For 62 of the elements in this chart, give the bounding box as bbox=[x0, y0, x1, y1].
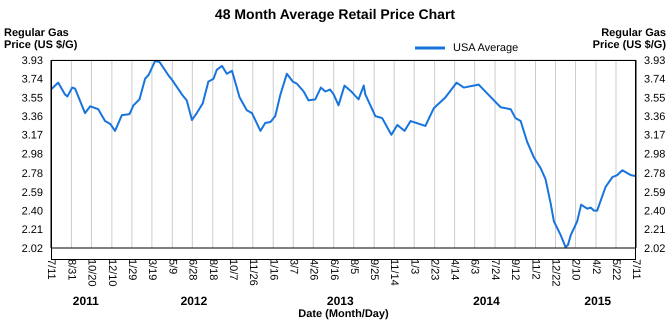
y-tick-label: 3.36 bbox=[22, 111, 43, 124]
y2-axis-title: Regular Gas Price (US $/G) bbox=[592, 27, 666, 51]
x-tick-label: 4/26 bbox=[307, 259, 320, 280]
x-tick-label: 3/7 bbox=[287, 259, 300, 274]
legend-label: USA Average bbox=[453, 42, 518, 54]
y-tick-label: 2.98 bbox=[22, 148, 43, 160]
x-tick-label: 5/9 bbox=[166, 259, 178, 274]
x-tick-label: 8/18 bbox=[206, 259, 219, 280]
y-tick-label: 2.59 bbox=[22, 186, 43, 199]
y2-tick-label: 3.17 bbox=[644, 130, 666, 142]
chart-title: 48 Month Average Retail Price Chart bbox=[214, 6, 456, 22]
x-tick-label: 7/11 bbox=[45, 259, 58, 280]
x-tick-label: 8/31 bbox=[66, 259, 78, 280]
x-tick-label: 12/22 bbox=[550, 259, 562, 287]
y2-tick-label: 2.02 bbox=[644, 242, 666, 255]
y2-tick-label: 3.36 bbox=[644, 111, 666, 124]
x-tick-label: 5/22 bbox=[610, 259, 622, 280]
y2-tick-label: 2.59 bbox=[644, 186, 666, 199]
x-tick-label: 4/14 bbox=[448, 259, 461, 280]
y-tick-label: 3.55 bbox=[22, 92, 43, 104]
x-tick-label: 1/29 bbox=[126, 259, 138, 280]
x-tick-label: 11/14 bbox=[388, 259, 400, 286]
text: 2014 bbox=[472, 294, 501, 308]
x-tick-label: 3/19 bbox=[146, 259, 158, 280]
text: 2011 bbox=[72, 294, 100, 308]
x-tick-label: 6/16 bbox=[328, 259, 340, 280]
y2-tick-label: 3.74 bbox=[644, 74, 666, 86]
x-tick-label: 7/24 bbox=[489, 259, 502, 280]
x-tick-label: 9/25 bbox=[368, 259, 380, 280]
y2-tick-label: 2.40 bbox=[644, 206, 666, 218]
x-tick-label: 11/26 bbox=[246, 259, 259, 286]
x-tick-label: 6/28 bbox=[186, 259, 198, 280]
y2-tick-label: 2.78 bbox=[644, 168, 666, 180]
y-tick-label: 2.02 bbox=[22, 242, 43, 255]
x-tick-label: 10/20 bbox=[86, 259, 98, 287]
x-tick-label: 12/10 bbox=[106, 259, 118, 287]
y-tick-label: 2.40 bbox=[22, 206, 43, 218]
x-tick-label: 10/7 bbox=[226, 259, 239, 280]
y2-tick-label: 3.93 bbox=[644, 54, 666, 67]
x-tick-label: 1/16 bbox=[267, 259, 280, 280]
text: 2015 bbox=[583, 294, 612, 308]
x-tick-label: 8/5 bbox=[348, 259, 360, 274]
x-tick-label: 2/23 bbox=[428, 259, 441, 280]
y-tick-label: 2.21 bbox=[22, 224, 43, 236]
y-axis-title: Regular Gas Price (US $/G) bbox=[4, 27, 78, 51]
x-tick-label: 6/3 bbox=[468, 259, 481, 274]
x-tick-label: 4/2 bbox=[590, 259, 602, 274]
x-tick-label: 7/11 bbox=[630, 259, 642, 280]
y-tick-label: 3.17 bbox=[22, 130, 43, 142]
y-tick-label: 2.78 bbox=[22, 168, 43, 180]
y-tick-label: 3.93 bbox=[22, 54, 43, 67]
y-tick-label: 3.74 bbox=[22, 74, 43, 86]
x-tick-label: 1/3 bbox=[408, 259, 420, 274]
y2-tick-label: 2.21 bbox=[644, 224, 666, 236]
text: 2013 bbox=[326, 294, 355, 308]
y2-tick-label: 3.55 bbox=[644, 92, 666, 104]
x-tick-label: 11/2 bbox=[530, 259, 542, 280]
x-axis-title: Date (Month/Day) bbox=[297, 308, 390, 320]
y2-tick-label: 2.98 bbox=[644, 148, 666, 160]
x-tick-label: 9/12 bbox=[509, 259, 522, 280]
text: 2012 bbox=[180, 294, 208, 308]
x-tick-label: 2/10 bbox=[570, 259, 582, 280]
